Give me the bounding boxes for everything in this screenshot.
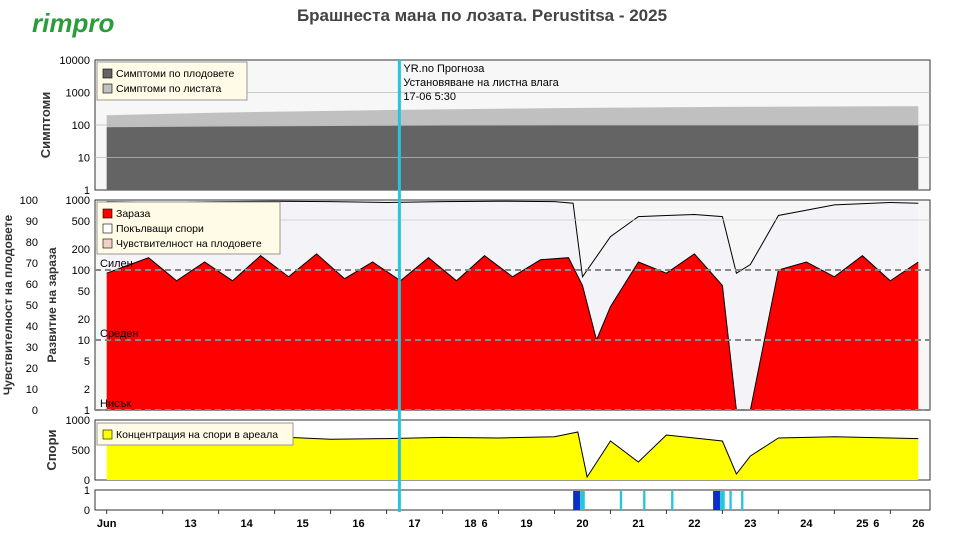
leaf-wetness-bar (729, 491, 732, 510)
symptoms-legend: Симптоми по плодовете Симптоми по листат… (96, 61, 248, 101)
fruit-susceptibility-tick-label: 30 (26, 342, 38, 354)
spores-tick-label: 500 (72, 445, 90, 457)
rimpro-logo: rimpro (32, 8, 114, 38)
infection-tick-label: 2 (84, 384, 90, 396)
x-axis-label: 19 (520, 518, 532, 530)
risk-level-label: Среден (100, 328, 139, 340)
infection-tick-label: 100 (72, 265, 90, 277)
forecast-note-source: YR.no Прогноза (403, 63, 485, 75)
infection-tick-label: 500 (72, 216, 90, 228)
wetness-tick-label: 0 (84, 505, 90, 517)
x-axis-label: Jun (97, 518, 117, 530)
legend-infection: Зараза (116, 208, 151, 220)
fruit-susceptibility-tick-label: 70 (26, 258, 38, 270)
infection-area (106, 253, 919, 410)
spores-legend: Концентрация на спори в ареала (96, 422, 294, 446)
x-axis-label: 6 (481, 518, 487, 530)
fruit-susceptibility-tick-label: 0 (32, 405, 38, 417)
fruit-susceptibility-tick-label: 80 (26, 237, 38, 249)
symptoms-tick-label: 10000 (59, 55, 90, 67)
x-axis-label: 21 (632, 518, 644, 530)
leaf-symptoms-swatch (102, 83, 113, 94)
x-axis-label: 17 (408, 518, 420, 530)
germinating-spores-line (106, 200, 919, 279)
spores-tick-label: 1000 (66, 415, 90, 427)
spores-tick-label: 0 (84, 475, 90, 487)
infection-tick-label: 1000 (66, 195, 90, 207)
x-axis-label: 14 (240, 518, 253, 530)
fruit-susceptibility-axis-title: Чувствителност на плодовете (1, 215, 15, 396)
x-axis-label: 18 (464, 518, 476, 530)
germinating-spores-swatch (102, 223, 113, 234)
symptoms-tick-label: 1000 (66, 88, 90, 100)
page-title: Брашнеста мана по лозата. Perustitsa - 2… (297, 6, 667, 25)
x-axis-label: 13 (185, 518, 197, 530)
fruit-susceptibility-tick-label: 10 (26, 384, 38, 396)
leaf-wetness-bar (643, 491, 646, 510)
leaf-wetness-bar (580, 491, 585, 510)
infection-tick-label: 10 (78, 335, 90, 347)
fruit-susceptibility-tick-label: 100 (20, 195, 38, 207)
forecast-note-event: Установяване на листна влага (403, 77, 559, 89)
x-axis-label: 16 (352, 518, 364, 530)
infection-development-axis-title: Развитие на зараза (45, 247, 59, 362)
fruit-susceptibility-tick-label: 50 (26, 300, 38, 312)
symptoms-axis-title: Симптоми (38, 92, 53, 158)
wetness-tick-label: 1 (84, 485, 90, 497)
infection-tick-label: 5 (84, 356, 90, 368)
legend-fruit-symptoms: Симптоми по плодовете (116, 68, 234, 80)
leaf-wetness-bar (573, 491, 581, 510)
infection-legend: Зараза Покълващи спори Чувствителност на… (96, 201, 281, 255)
infection-tick-label: 1 (84, 405, 90, 417)
infection-line (106, 253, 919, 411)
symptoms-tick-label: 100 (72, 120, 90, 132)
fruit-symptoms-swatch (102, 68, 113, 79)
infection-tick-label: 200 (72, 244, 90, 256)
infection-tick-label: 20 (78, 314, 90, 326)
legend-fruit-susceptibility: Чувствителност на плодовете (116, 238, 262, 250)
infection-tick-label: 50 (78, 286, 90, 298)
leaf-wetness-bar (720, 491, 725, 510)
spores-axis-title: Спори (44, 429, 59, 470)
x-axis-label: 23 (744, 518, 756, 530)
x-axis-label: 22 (688, 518, 700, 530)
fruit-susceptibility-tick-label: 40 (26, 321, 38, 333)
legend-spore-concentration: Концентрация на спори в ареала (116, 429, 278, 441)
leaf-wetness-bar (741, 491, 744, 510)
risk-level-label: Нисък (100, 398, 131, 410)
infection-swatch (102, 208, 113, 219)
x-axis-label: 20 (576, 518, 588, 530)
x-axis-label: 26 (912, 518, 924, 530)
legend-germinating-spores: Покълващи спори (116, 223, 204, 235)
spore-concentration-line (106, 431, 919, 479)
spore-concentration-swatch (102, 429, 113, 440)
leaf-wetness-bar (671, 491, 674, 510)
forecast-note-time: 17-06 5:30 (403, 91, 456, 103)
legend-leaf-symptoms: Симптоми по листата (116, 83, 222, 95)
fruit-susceptibility-tick-label: 60 (26, 279, 38, 291)
x-axis-label: 15 (296, 518, 308, 530)
symptoms-tick-label: 1 (84, 185, 90, 197)
fruit-susceptibility-tick-label: 20 (26, 363, 38, 375)
x-axis-label: 6 (873, 518, 879, 530)
leaf-wetness-bar (619, 491, 623, 510)
fruit-susceptibility-tick-label: 90 (26, 216, 38, 228)
x-axis-label: 25 (856, 518, 868, 530)
leaf-wetness-bar (713, 491, 721, 510)
fruit-susceptibility-swatch (102, 238, 113, 249)
x-axis-label: 24 (800, 518, 813, 530)
symptoms-tick-label: 10 (78, 153, 90, 165)
risk-level-label: Силен (100, 258, 133, 270)
wetness-panel (94, 489, 931, 511)
spore-concentration-area (106, 432, 919, 480)
